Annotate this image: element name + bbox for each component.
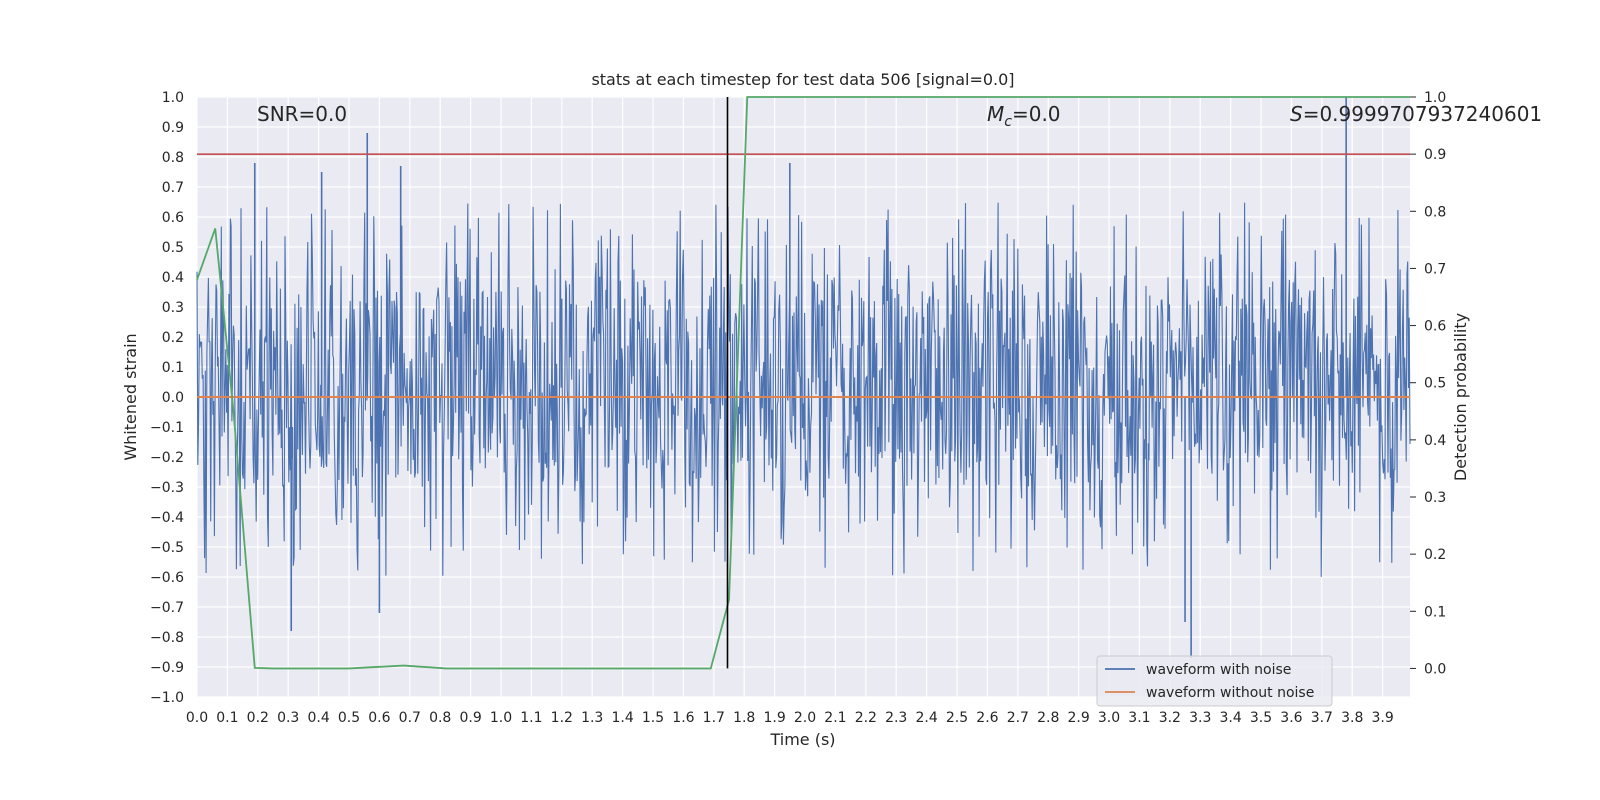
x-tick-label: 0.8 <box>429 710 451 726</box>
waveform-with-noise-line <box>196 202 1411 577</box>
x-tick-label: 3.3 <box>1189 710 1211 726</box>
x-tick-label: 3.5 <box>1250 710 1272 726</box>
y-axis-label: Whitened strain <box>121 333 140 460</box>
x-tick-label: 0.3 <box>277 710 299 726</box>
series-waveform-with-noise <box>196 97 1411 658</box>
legend-label-with-noise: waveform with noise <box>1146 662 1291 678</box>
x-tick-label: 0.7 <box>399 710 421 726</box>
y2-tick-label: 0.6 <box>1424 319 1446 335</box>
x-tick-label: 3.9 <box>1372 710 1394 726</box>
x-tick-label: 3.0 <box>1098 710 1120 726</box>
x-tick-label: 1.7 <box>703 710 725 726</box>
x-tick-label: 2.3 <box>885 710 907 726</box>
chart-title: stats at each timestep for test data 506… <box>591 70 1014 89</box>
y-tick-label: 0.2 <box>162 330 184 346</box>
detection-probability-line <box>196 96 1410 670</box>
y-tick-label: 0.1 <box>162 360 184 376</box>
x-tick-label: 3.1 <box>1128 710 1150 726</box>
x-axis-ticks: 0.0 0.1 0.2 0.3 0.4 0.5 0.6 0.7 0.8 0.9 1.0 1.1 1.2 1… <box>186 710 1394 726</box>
y-tick-label: −0.8 <box>150 630 184 646</box>
x-tick-label: 3.6 <box>1280 710 1302 726</box>
y-tick-label: −0.2 <box>150 450 184 466</box>
x-tick-label: 2.9 <box>1067 710 1089 726</box>
x-axis-label: Time (s) <box>769 730 835 749</box>
y2-tick-label: 0.2 <box>1424 547 1446 563</box>
y-tick-label: 0.8 <box>162 150 184 166</box>
y-tick-label: 1.0 <box>162 90 184 106</box>
y2-tick-label: 1.0 <box>1424 90 1446 106</box>
y-tick-label: −0.9 <box>150 660 184 676</box>
y-tick-label: −0.6 <box>150 570 184 586</box>
legend-box <box>1096 655 1333 707</box>
y-axis-ticks: −1.0 −0.9 −0.8 −0.7 −0.6 −0.5 −0.4 −0.3 −0.2 −0.1… <box>150 90 184 706</box>
x-tick-label: 1.0 <box>490 710 512 726</box>
y-tick-label: 0.5 <box>162 240 184 256</box>
y2-tick-label: 0.3 <box>1424 490 1446 506</box>
x-tick-label: 1.2 <box>551 710 573 726</box>
x-tick-label: 0.1 <box>216 710 238 726</box>
x-tick-label: 2.1 <box>824 710 846 726</box>
x-tick-label: 1.8 <box>733 710 755 726</box>
x-tick-label: 2.4 <box>915 710 937 726</box>
x-tick-label: 1.3 <box>581 710 603 726</box>
x-tick-label: 1.1 <box>520 710 542 726</box>
y-tick-label: −0.4 <box>150 510 184 526</box>
y2-tick-label: 0.1 <box>1424 604 1446 620</box>
legend-label-without-noise: waveform without noise <box>1146 685 1314 701</box>
x-tick-label: 3.2 <box>1159 710 1181 726</box>
x-tick-label: 2.8 <box>1037 710 1059 726</box>
x-tick-label: 2.7 <box>1007 710 1029 726</box>
y2-tick-label: 0.9 <box>1424 147 1446 163</box>
x-tick-label: 1.4 <box>611 710 633 726</box>
x-tick-label: 0.5 <box>338 710 360 726</box>
x-tick-label: 3.7 <box>1311 710 1333 726</box>
y-tick-label: −0.5 <box>150 540 184 556</box>
y-tick-label: −0.3 <box>150 480 184 496</box>
x-tick-label: 0.6 <box>368 710 390 726</box>
x-tick-label: 2.6 <box>976 710 998 726</box>
x-tick-label: 0.2 <box>247 710 269 726</box>
chirp-mass-annotation: Mc=0.0 <box>987 102 1061 130</box>
y-tick-label: 0.9 <box>162 120 184 136</box>
y-tick-label: 0.4 <box>162 270 184 286</box>
x-tick-label: 2.2 <box>855 710 877 726</box>
y-tick-label: 0.7 <box>162 180 184 196</box>
y-tick-label: 0.3 <box>162 300 184 316</box>
y-tick-label: −1.0 <box>150 690 184 706</box>
x-tick-label: 3.4 <box>1220 710 1242 726</box>
y2-tick-label: 0.7 <box>1424 261 1446 277</box>
x-tick-label: 1.5 <box>642 710 664 726</box>
x-tick-label: 1.9 <box>763 710 785 726</box>
x-tick-label: 1.6 <box>672 710 694 726</box>
x-tick-label: 0.9 <box>459 710 481 726</box>
x-tick-label: 3.8 <box>1341 710 1363 726</box>
y2-axis-ticks: 0.0 0.1 0.2 0.3 0.4 0.5 0.6 0.7 0.8 0.9 1.0 <box>1410 90 1446 677</box>
s-annotation: S=0.9999707937240601 <box>1290 102 1542 126</box>
overlay-series <box>196 96 1410 670</box>
y2-tick-label: 0.8 <box>1424 204 1446 220</box>
y-tick-label: −0.7 <box>150 600 184 616</box>
x-tick-label: 0.0 <box>186 710 208 726</box>
x-tick-label: 0.4 <box>307 710 329 726</box>
y-tick-label: 0.0 <box>162 390 184 406</box>
y2-tick-label: 0.0 <box>1424 661 1446 677</box>
y2-axis-label: Detection probability <box>1451 313 1470 481</box>
y-tick-label: −0.1 <box>150 420 184 436</box>
x-tick-label: 2.0 <box>794 710 816 726</box>
y-tick-label: 0.6 <box>162 210 184 226</box>
snr-annotation: SNR=0.0 <box>257 102 347 126</box>
x-tick-label: 2.5 <box>946 710 968 726</box>
y2-tick-label: 0.5 <box>1424 376 1446 392</box>
legend: waveform with noise waveform without noi… <box>1096 655 1333 707</box>
y2-tick-label: 0.4 <box>1424 433 1446 449</box>
